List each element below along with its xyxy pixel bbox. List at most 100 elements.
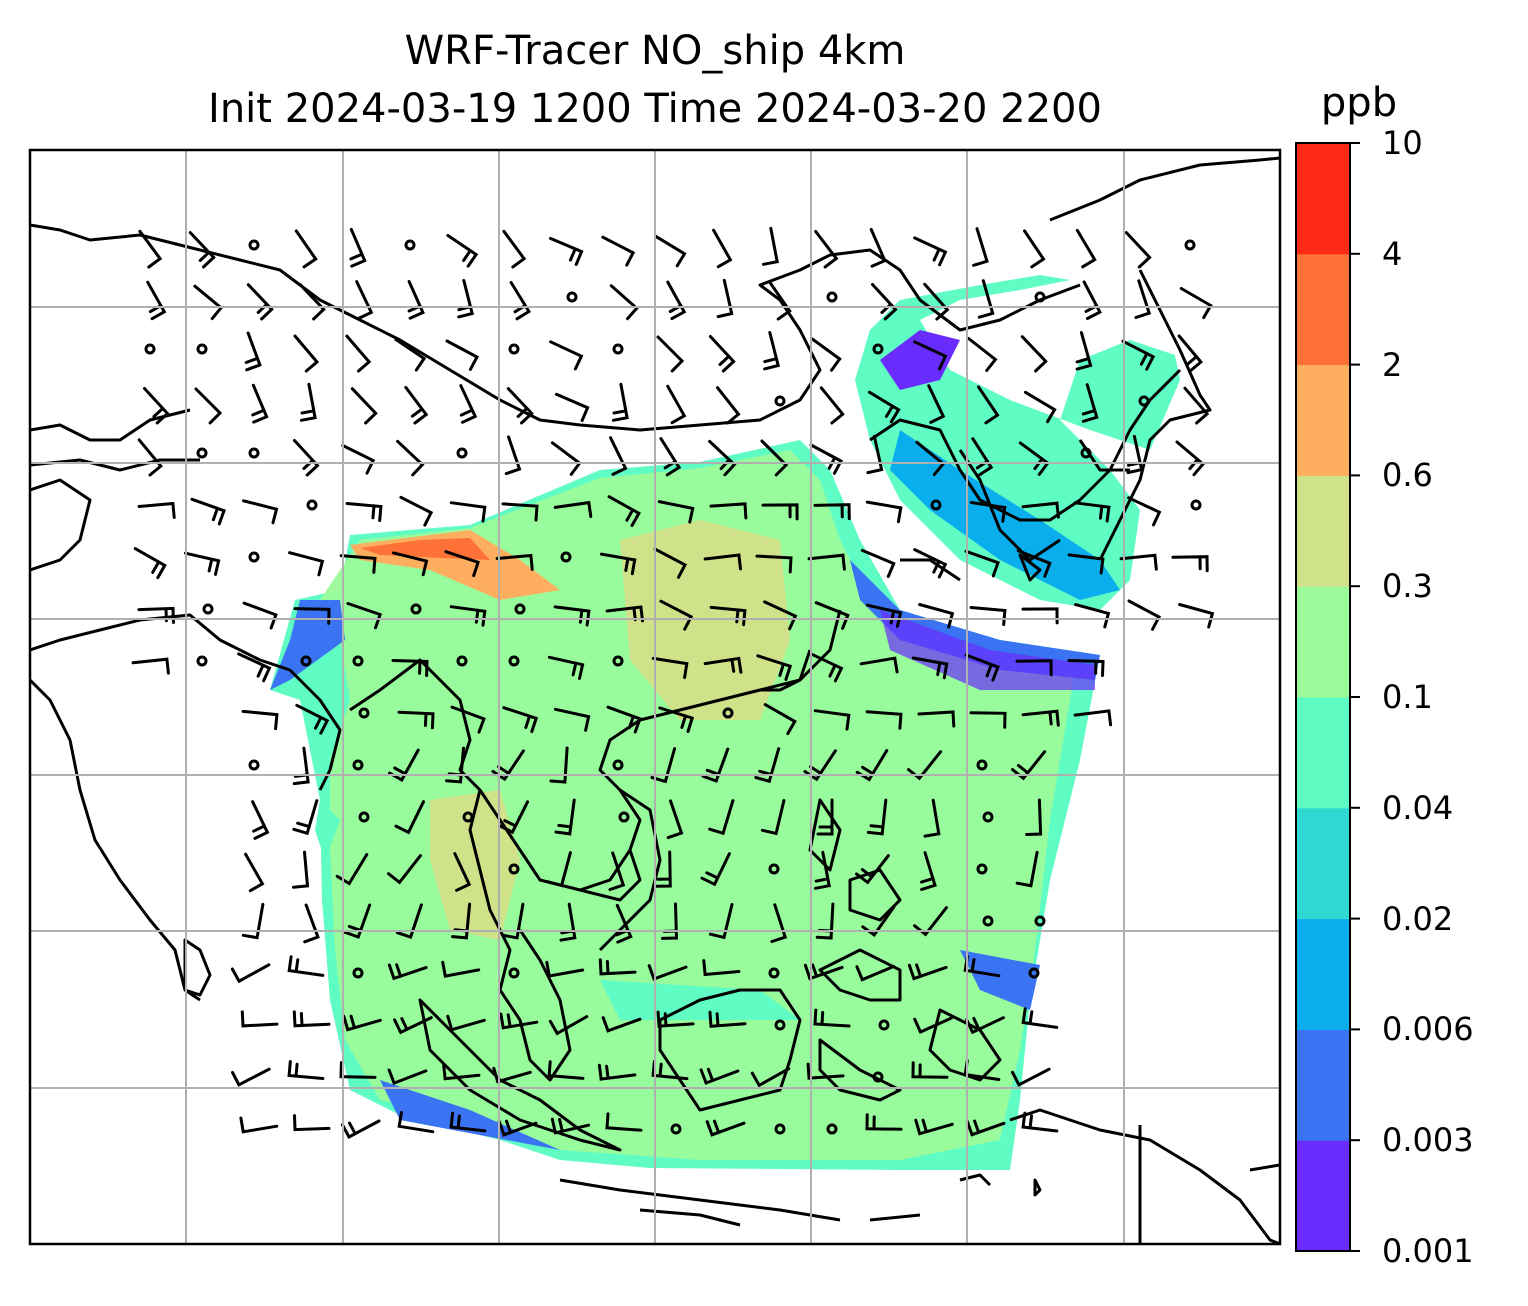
calm-wind-marker: [196, 447, 208, 459]
wind-barb: [770, 903, 788, 943]
wind-barb: [1073, 501, 1111, 523]
wind-barb: [549, 746, 569, 784]
calm-wind-marker: [410, 603, 422, 615]
wind-barb: [1015, 659, 1053, 677]
wind-barb: [967, 337, 998, 372]
wind-barb: [549, 340, 584, 371]
wind-barb: [969, 501, 1007, 523]
wind-barb: [292, 799, 319, 836]
wind-barb: [666, 799, 684, 840]
wind-barb: [666, 384, 687, 425]
wind-barb: [659, 599, 694, 631]
wind-barb: [1023, 229, 1046, 269]
wind-barb: [708, 439, 737, 477]
wind-barb: [1134, 279, 1152, 319]
wind-barb: [760, 799, 786, 836]
calm-wind-marker: [248, 239, 260, 251]
wind-barb: [1075, 228, 1097, 269]
wind-barb: [803, 963, 844, 981]
colorbar-segment: [1296, 253, 1350, 366]
wind-barb: [605, 1112, 643, 1132]
wind-barb: [495, 553, 534, 571]
wind-barb: [392, 551, 429, 577]
wind-barb: [251, 383, 269, 424]
calm-wind-marker: [248, 447, 260, 459]
wind-barb: [397, 710, 435, 730]
wind-barb: [188, 231, 216, 269]
wind-barb: [611, 382, 629, 422]
wind-barb: [651, 1059, 689, 1081]
calm-wind-marker: [670, 1123, 682, 1135]
wind-barb: [709, 502, 748, 520]
wind-barb: [865, 500, 903, 524]
wind-barb: [548, 1015, 589, 1036]
wind-barb: [547, 1060, 585, 1080]
wind-barb: [554, 392, 590, 422]
calm-wind-marker: [196, 655, 208, 667]
wind-barb: [444, 550, 480, 578]
wind-barb: [708, 1010, 747, 1028]
calm-wind-marker: [826, 291, 838, 303]
wind-barb: [810, 337, 842, 372]
wind-barb: [964, 653, 1000, 682]
wind-barb: [716, 278, 734, 319]
wind-barb: [865, 603, 903, 628]
wind-barb: [459, 384, 478, 424]
wind-barb: [1121, 339, 1156, 371]
colorbar-tick-label: 10: [1382, 124, 1423, 162]
wind-barb: [816, 798, 834, 836]
wind-barb: [1021, 709, 1060, 727]
wind-barb: [814, 230, 839, 269]
colorbar-segment: [1296, 143, 1350, 255]
colorbar-segment: [1296, 1029, 1350, 1141]
colorbar-tick-label: 4: [1382, 234, 1403, 273]
wind-barb: [246, 283, 274, 321]
wind-barb: [445, 339, 480, 371]
wind-barb: [183, 551, 221, 576]
calm-wind-marker: [508, 967, 520, 979]
wind-barb: [1015, 850, 1039, 888]
wind-barb: [498, 800, 530, 835]
wind-barb: [609, 284, 639, 321]
calm-wind-marker: [612, 343, 624, 355]
wind-barb: [657, 500, 695, 524]
wind-barb: [446, 1014, 486, 1032]
wind-barb: [658, 706, 695, 733]
wind-barb: [813, 1008, 851, 1028]
wind-barb: [1177, 334, 1204, 373]
wind-barb: [350, 387, 378, 425]
wind-barb: [865, 1113, 903, 1131]
wind-barb: [504, 435, 522, 476]
wind-barb: [708, 799, 735, 836]
wind-barb: [1127, 599, 1162, 631]
wind-barb: [601, 235, 636, 267]
wind-barb: [399, 495, 434, 527]
wind-barb: [1021, 1007, 1059, 1029]
wind-barb: [756, 654, 793, 681]
wind-barb: [242, 601, 278, 630]
wind-barb: [871, 283, 898, 321]
wind-barb: [244, 852, 265, 893]
wind-barb: [977, 385, 1000, 425]
calm-wind-marker: [306, 499, 318, 511]
wind-barb: [865, 710, 903, 730]
gridlines: [30, 150, 1280, 1244]
wind-barb: [299, 382, 317, 422]
wind-barb: [606, 705, 642, 734]
calm-wind-marker: [248, 551, 260, 563]
wind-barb: [1023, 390, 1057, 424]
calm-wind-marker: [1034, 915, 1046, 927]
wind-barb: [965, 1016, 1005, 1035]
wind-barb: [441, 960, 481, 978]
wind-barb: [859, 656, 899, 674]
wind-barb: [230, 963, 271, 984]
wind-barb: [143, 387, 170, 425]
map-title-line-2: Init 2024-03-19 1200 Time 2024-03-20 220…: [208, 86, 1102, 132]
wind-barb: [965, 1119, 1006, 1137]
wind-barb: [1074, 603, 1111, 629]
wind-barb: [914, 1118, 954, 1136]
colorbar-tick-label: 0.04: [1382, 788, 1454, 827]
calm-wind-marker: [404, 239, 416, 251]
wind-barb: [700, 852, 731, 887]
